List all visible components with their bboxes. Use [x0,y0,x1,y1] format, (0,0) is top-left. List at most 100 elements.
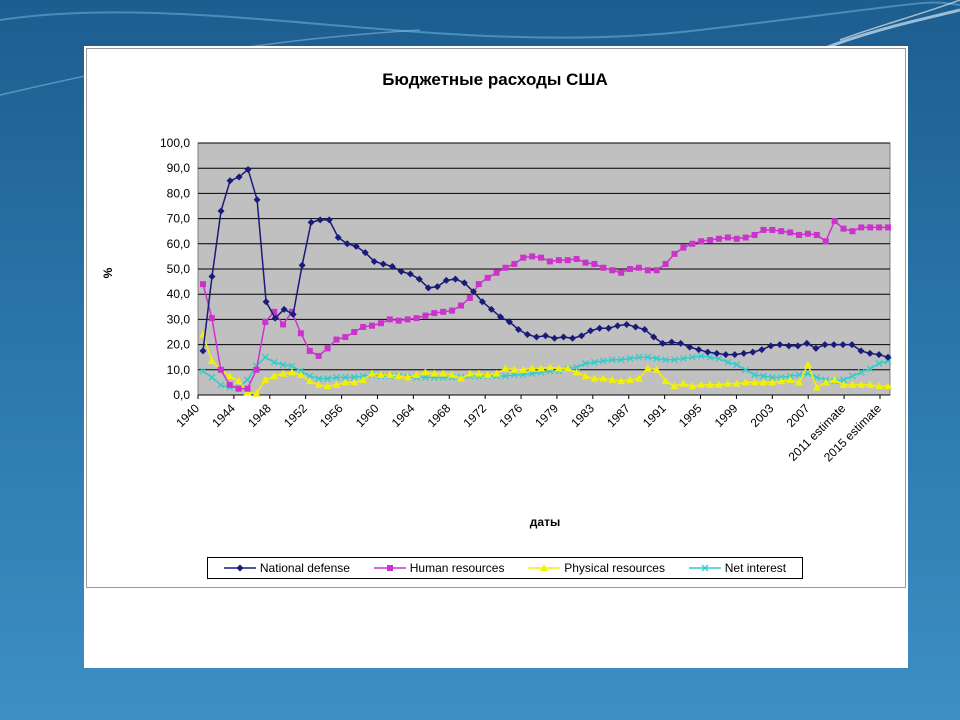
data-point [332,373,340,381]
data-point [466,294,473,301]
data-point [767,342,775,350]
legend-swatch [223,564,256,572]
data-point [511,260,518,267]
data-point [350,373,358,381]
data-point [652,365,661,373]
data-point [564,257,571,264]
data-point [714,380,723,388]
data-point [778,228,785,235]
data-point [538,254,545,261]
data-point [520,254,527,261]
data-point [804,230,811,237]
chart-frame [86,48,906,588]
data-point [279,369,288,377]
x-tick-label: 1983 [568,401,597,430]
data-point [226,177,234,185]
data-point [261,375,270,383]
data-point [866,380,875,388]
x-tick-label: 1960 [353,401,382,430]
data-point [440,308,447,315]
data-point [314,380,323,388]
x-tick-label: 1952 [281,401,310,430]
data-point [343,240,351,248]
data-point [487,305,495,313]
data-point [732,379,741,387]
chart-title: Бюджетные расходы США [382,70,608,89]
data-point [406,270,414,278]
data-point [502,264,509,271]
legend-item: National defense [223,561,350,575]
data-point [551,334,559,342]
x-tick-label: 2007 [784,401,813,430]
data-point [758,346,766,354]
data-point [569,334,577,342]
data-point [617,356,625,364]
data-point [315,375,323,383]
data-point [644,353,652,361]
data-point [749,348,757,356]
data-point [751,371,759,379]
data-point [722,351,730,359]
y-axis-label: % [101,267,115,278]
data-point [253,196,261,204]
data-point [590,358,598,366]
data-point [433,283,441,291]
data-point [600,264,607,271]
data-point [208,373,216,381]
data-point [236,564,244,572]
data-point [617,377,626,385]
data-point [803,339,811,347]
data-point [704,348,712,356]
data-point [484,274,491,281]
data-point [208,273,216,281]
data-point [741,378,750,386]
data-point [334,234,342,241]
data-point [724,358,732,366]
data-point [352,242,360,250]
data-point [858,224,865,231]
data-point [505,318,513,326]
data-point [537,364,546,372]
data-point [626,355,634,362]
data-point [483,370,492,378]
data-point [635,264,642,271]
data-point [857,368,865,376]
data-point [713,349,721,357]
y-tick-label: 80,0 [167,186,191,200]
data-point [884,357,892,365]
data-point [623,320,631,328]
data-point [430,369,439,377]
data-point [839,341,847,349]
data-point [884,382,892,390]
data-point [680,244,687,251]
data-point [546,258,553,265]
data-point [225,372,234,380]
data-point [280,305,288,313]
data-point [451,275,459,283]
data-point [795,378,804,386]
data-point [641,325,649,333]
legend-item: Net interest [688,561,786,575]
data-point [386,565,393,571]
x-tick-label: 1968 [425,401,454,430]
legend-swatch [688,564,721,572]
data-point [421,373,429,381]
data-point [670,382,679,390]
data-point [715,235,722,242]
data-point [323,382,332,390]
legend-label: Human resources [409,561,505,575]
data-point [315,352,322,359]
data-point [688,382,697,390]
data-point [235,173,243,181]
data-point [288,308,295,315]
data-point [262,298,270,306]
data-point [403,373,412,381]
data-point [448,370,457,378]
data-point [412,370,421,378]
data-point [866,349,874,357]
data-point [578,332,586,340]
data-point [822,238,829,245]
data-point [769,226,776,233]
data-point [270,372,279,380]
x-tick-label: 1987 [604,401,633,430]
